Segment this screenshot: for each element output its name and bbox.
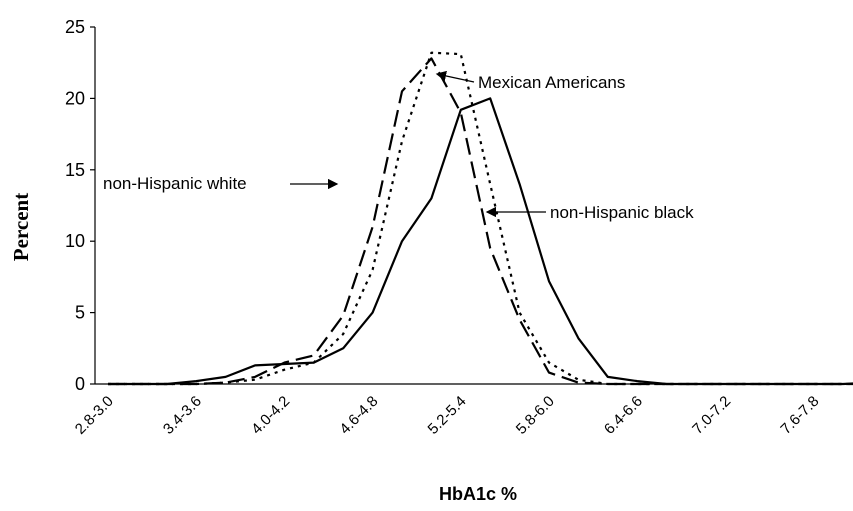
series-line-non-hispanic-black [108,97,853,386]
x-tick-label: 4.0-4.2 [248,393,293,438]
y-tick-label: 0 [75,374,85,394]
y-tick-label: 20 [65,88,85,108]
y-tick-label: 10 [65,231,85,251]
x-tick-label: 4.6-4.8 [336,393,381,438]
y-tick-label: 25 [65,17,85,37]
x-axis-label: HbA1c % [439,484,517,504]
y-axis-label: Percent [9,193,33,261]
x-tick-label: 7.0-7.2 [689,393,734,438]
annotation-non-hispanic-white: non-Hispanic white [103,174,247,193]
x-tick-label: 7.6-7.8 [777,393,822,438]
x-tick-label: 5.2-5.4 [425,393,470,438]
y-tick-label: 5 [75,303,85,323]
axes: 0 5 10 15 20 25 2.8-3.0 3.4-3.6 4.0-4.2 4.6-4.8 5.… [65,17,850,438]
series-line-non-hispanic-white [108,57,853,386]
x-tick-label: 2.8-3.0 [72,393,117,438]
y-tick-label: 15 [65,160,85,180]
x-tick-label: 3.4-3.6 [160,393,205,438]
x-tick-label: 5.8-6.0 [513,393,558,438]
annotation-non-hispanic-black: non-Hispanic black [550,203,694,222]
x-tick-label: 6.4-6.6 [601,393,646,438]
series-layer [108,51,853,386]
annotation-arrow [435,70,475,83]
annotation-mexican-americans: Mexican Americans [478,73,625,92]
annotation-layer: Mexican Americans non-Hispanic white non-H… [103,70,694,222]
